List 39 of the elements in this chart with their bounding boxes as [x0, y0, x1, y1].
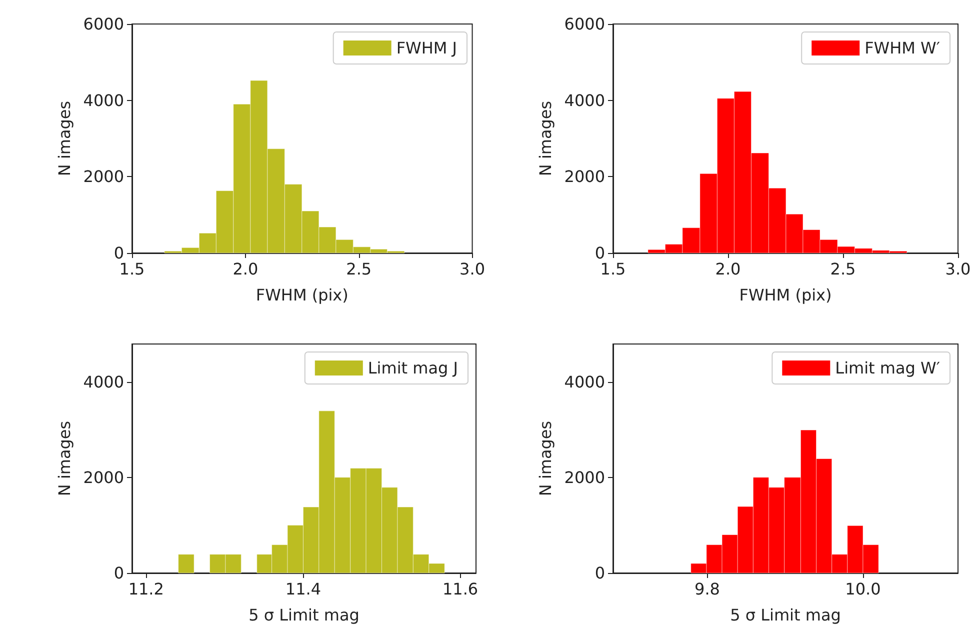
- y-tick-label: 0: [114, 244, 124, 262]
- y-tick-label: 2000: [83, 468, 124, 487]
- x-tick-label: 11.6: [442, 580, 478, 598]
- y-tick-label: 2000: [564, 468, 605, 487]
- y-tick-label: 0: [114, 564, 124, 582]
- legend-label: FWHM J: [396, 38, 458, 58]
- x-tick-label: 1.5: [119, 260, 145, 278]
- legend-label: Limit mag W′: [835, 358, 940, 378]
- y-tick-label: 4000: [83, 372, 124, 392]
- y-axis-title: N images: [536, 100, 555, 176]
- x-axis-title: 5 σ Limit mag: [730, 606, 841, 624]
- x-tick-label: 9.8: [694, 580, 720, 598]
- y-tick-label: 0: [594, 244, 605, 262]
- y-axis-title: N images: [54, 100, 74, 176]
- y-axis-title: N images: [54, 420, 74, 496]
- y-tick-label: 4000: [83, 90, 124, 110]
- y-tick-label: 2000: [564, 167, 605, 186]
- legend-label: Limit mag J: [368, 358, 458, 378]
- x-tick-label: 2.5: [830, 260, 856, 278]
- x-tick-label: 2.5: [346, 260, 372, 278]
- x-tick-label: 1.5: [600, 260, 626, 278]
- x-tick-label: 11.2: [128, 580, 164, 598]
- x-tick-label: 3.0: [945, 260, 971, 278]
- legend-label: FWHM W′: [864, 38, 940, 58]
- y-tick-label: 6000: [83, 14, 124, 34]
- y-tick-label: 0: [594, 564, 605, 582]
- x-axis-title: 5 σ Limit mag: [248, 606, 360, 624]
- x-tick-label: 11.4: [285, 580, 322, 598]
- x-tick-label: 2.0: [232, 260, 258, 278]
- x-axis-title: FWHM (pix): [739, 286, 832, 304]
- x-tick-label: 2.0: [715, 260, 741, 278]
- x-tick-label: 3.0: [460, 260, 486, 278]
- x-tick-label: 10.0: [845, 580, 881, 598]
- y-axis-title: N images: [536, 420, 555, 496]
- y-tick-label: 6000: [564, 14, 605, 34]
- y-tick-label: 2000: [83, 167, 124, 186]
- y-tick-label: 4000: [564, 90, 605, 110]
- y-tick-label: 4000: [564, 372, 605, 392]
- x-axis-title: FWHM (pix): [256, 286, 348, 304]
